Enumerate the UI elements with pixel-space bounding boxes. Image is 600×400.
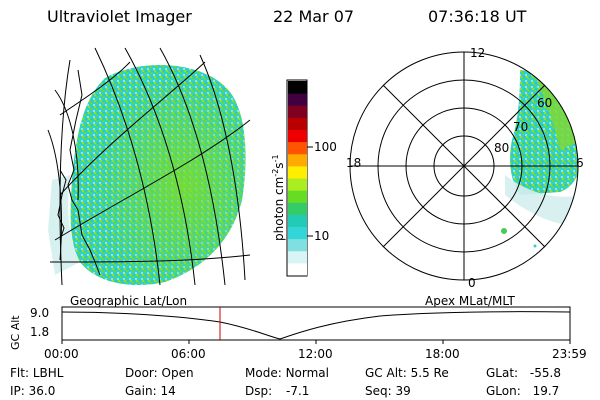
altitude-curve — [61, 311, 571, 340]
altitude-ylabel: GC Alt — [9, 315, 22, 350]
polar-label-18: 18 — [346, 156, 362, 170]
info-glat: GLat: -55.8 — [486, 366, 561, 380]
altitude-plot — [61, 306, 571, 344]
altitude-xtick-0000: 00:00 — [44, 347, 79, 361]
colorbar-label-10: 10 — [314, 229, 330, 243]
colorbar-band — [288, 202, 307, 215]
geographic-image — [47, 47, 251, 285]
info-glon: GLon: 19.7 — [486, 384, 560, 398]
info-flt: Flt: LBHL — [10, 366, 64, 380]
colorbar-band — [288, 117, 307, 131]
colorbar-band — [288, 93, 307, 106]
colorbar-band — [288, 141, 307, 155]
date-label: 22 Mar 07 — [273, 7, 355, 26]
polar-label-6: 6 — [576, 156, 584, 170]
info-ip: IP: 36.0 — [10, 384, 56, 398]
colorbar-band — [288, 190, 307, 203]
polar-bright-spot — [501, 228, 507, 234]
polar-ring-label-60: 60 — [537, 96, 553, 110]
time-label: 07:36:18 UT — [428, 7, 527, 26]
colorbar-band — [288, 214, 307, 228]
colorbar — [286, 79, 313, 277]
colorbar-band — [288, 165, 307, 179]
colorbar-band — [288, 238, 307, 252]
colorbar-band — [288, 226, 307, 240]
polar-label-12: 12 — [470, 46, 486, 60]
info-gain: Gain: 14 — [125, 384, 176, 398]
info-door: Door: Open — [125, 366, 194, 380]
lat-lon-grid — [47, 47, 251, 285]
colorbar-label-100: 100 — [314, 140, 337, 154]
altitude-ytick-9: 9.0 — [30, 306, 50, 320]
altitude-xtick-1200: 12:00 — [298, 347, 333, 361]
instrument-title: Ultraviolet Imager — [47, 7, 192, 26]
polar-label-0: 0 — [468, 276, 476, 290]
colorbar-band — [288, 262, 307, 276]
colorbar-band — [288, 105, 307, 118]
left-map-caption: Geographic Lat/Lon — [70, 294, 188, 308]
colorbar-gradient — [288, 81, 307, 276]
colorbar-band — [288, 178, 307, 191]
altitude-xtick-0600: 06:00 — [171, 347, 206, 361]
info-dsp: Dsp: -7.1 — [245, 384, 310, 398]
polar-ring-label-80: 80 — [494, 141, 510, 155]
colorbar-band — [288, 153, 307, 167]
colorbar-band — [288, 250, 307, 264]
polar-apex-plot — [349, 51, 579, 281]
coastline — [57, 69, 101, 276]
info-seq: Seq: 39 — [365, 384, 411, 398]
info-gc-alt: GC Alt: 5.5 Re — [365, 366, 449, 380]
colorbar-unit-label: photon cm-2s-1 — [271, 154, 286, 241]
altitude-xtick-1800: 18:00 — [425, 347, 460, 361]
info-mode: Mode: Normal — [245, 366, 329, 380]
polar-ring-label-70: 70 — [513, 120, 529, 134]
altitude-ytick-1-8: 1.8 — [30, 325, 50, 339]
altitude-xtick-2359: 23:59 — [552, 347, 587, 361]
colorbar-band — [288, 129, 307, 143]
colorbar-band — [288, 81, 307, 94]
right-map-caption: Apex MLat/MLT — [425, 294, 515, 308]
